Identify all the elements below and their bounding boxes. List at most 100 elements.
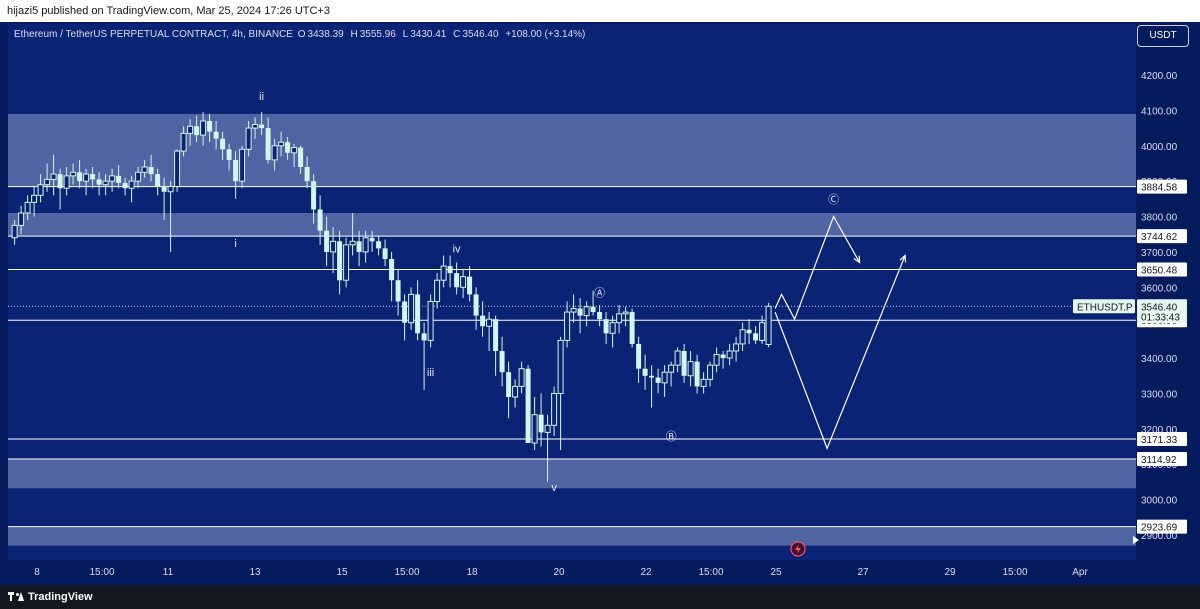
candle-body — [402, 301, 408, 323]
wave-label: iv — [453, 243, 461, 255]
candle-body — [493, 319, 499, 351]
wave-label: v — [551, 482, 557, 494]
candle-body — [713, 354, 720, 366]
candle-body — [141, 166, 148, 173]
candle-body — [194, 126, 200, 136]
symbol-legend: Ethereum / TetherUS PERPETUAL CONTRACT, … — [14, 29, 587, 40]
level-price-tag — [1137, 229, 1187, 244]
candle-body — [96, 179, 102, 185]
candle-body — [480, 315, 486, 327]
candle-body — [467, 276, 473, 295]
candle-body — [265, 128, 271, 160]
candle-body — [649, 375, 655, 378]
candle-body — [356, 241, 362, 252]
candle-body — [622, 311, 629, 315]
candle-body — [63, 175, 70, 189]
level-price-label: 3650.48 — [1141, 265, 1178, 276]
x-tick-label: 22 — [640, 567, 652, 578]
candle-body — [57, 174, 63, 189]
x-tick-label: 15:00 — [698, 567, 723, 578]
currency-button[interactable]: USDT — [1137, 25, 1189, 47]
y-tick-label: 3200.00 — [1141, 425, 1178, 436]
candle-body — [180, 132, 187, 152]
candle-body — [44, 178, 51, 186]
level-price-label: 2923.69 — [1141, 523, 1178, 534]
x-tick-label: 15:00 — [394, 567, 419, 578]
candle-body — [454, 273, 460, 288]
y-tick-label: 4000.00 — [1141, 142, 1178, 153]
ohlc-open: O 3438.39 — [297, 29, 344, 40]
candle-body — [233, 159, 239, 182]
tradingview-brand[interactable]: TradingView — [8, 590, 93, 604]
candle-body — [278, 141, 285, 147]
candle-body — [415, 294, 421, 334]
candle-body — [564, 311, 571, 341]
candle-body — [109, 175, 116, 182]
candle-body — [629, 312, 635, 344]
candle-body — [674, 350, 681, 366]
candle-body — [512, 385, 519, 398]
candle-body — [434, 279, 441, 302]
candle-body — [18, 212, 25, 226]
candle-body — [440, 265, 447, 281]
candle-body — [200, 120, 207, 136]
candle-body — [187, 125, 194, 134]
candle-body — [161, 186, 167, 192]
candle-body — [252, 124, 259, 129]
candle-body — [759, 322, 766, 341]
level-price-label: 3744.62 — [1141, 232, 1178, 243]
candle-body — [90, 174, 96, 180]
candle-body — [148, 167, 154, 175]
candle-body — [174, 150, 181, 187]
level-price-tag — [1137, 431, 1187, 446]
candle-body — [408, 293, 415, 324]
current-price-label: 3546.40 — [1141, 302, 1178, 313]
countdown-label: 01:33:43 — [1141, 312, 1180, 323]
candle-body — [661, 371, 668, 384]
candle-body — [311, 181, 317, 210]
brand-name: TradingView — [28, 591, 93, 603]
candle-body — [11, 224, 18, 239]
projection-path-c-arrow — [853, 255, 861, 264]
candle-body — [616, 313, 623, 324]
candle-body — [538, 414, 544, 433]
publish-bar: hijazi5 published on TradingView.com, Ma… — [0, 0, 1200, 22]
candle-body — [518, 368, 525, 387]
x-tick-label: 15:00 — [89, 567, 114, 578]
candle-body — [707, 364, 714, 380]
candle-body — [681, 351, 687, 376]
candle-body — [226, 149, 232, 160]
candle-body — [577, 308, 583, 316]
zone-band — [8, 213, 1136, 237]
zone-band — [8, 458, 1136, 489]
candle-body — [213, 131, 219, 139]
candle-body — [83, 173, 90, 182]
x-tick-label: 25 — [770, 567, 782, 578]
x-tick-label: 27 — [857, 567, 869, 578]
candle-body — [531, 414, 538, 444]
candle-body — [609, 322, 616, 334]
candle-body — [298, 147, 304, 167]
x-tick-label: 18 — [466, 567, 478, 578]
y-tick-label: 3000.00 — [1141, 496, 1178, 507]
candle-body — [70, 171, 77, 177]
candle-body — [31, 194, 38, 203]
x-tick-label: 29 — [944, 567, 956, 578]
candle-body — [421, 333, 427, 341]
y-tick-label: 3600.00 — [1141, 283, 1178, 294]
candle-body — [155, 174, 161, 187]
candle-body — [369, 237, 375, 242]
candle-body — [525, 368, 531, 443]
candle-body — [24, 201, 31, 214]
level-price-tag — [1137, 451, 1187, 466]
candle-body — [753, 333, 759, 341]
wave-label: Ⓒ — [828, 193, 839, 206]
candle-body — [395, 280, 401, 302]
candle-body — [362, 237, 369, 253]
y-tick-label: 3300.00 — [1141, 389, 1178, 400]
ohlc-low: L 3430.41 — [402, 29, 447, 40]
candle-body — [389, 259, 395, 281]
candle-body — [77, 172, 83, 182]
